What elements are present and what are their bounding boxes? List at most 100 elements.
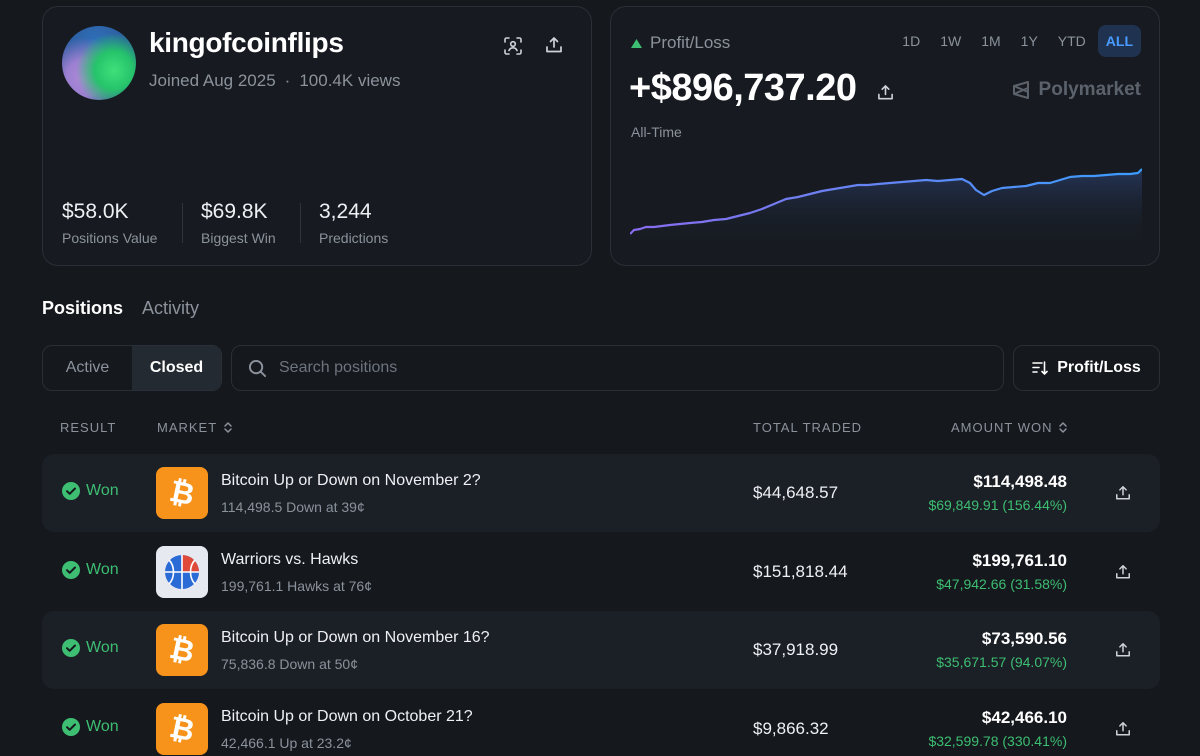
profit-gain: $35,671.57 (94.07%) — [936, 654, 1067, 670]
profit-gain: $47,942.66 (31.58%) — [936, 576, 1067, 592]
result-text: Won — [86, 482, 119, 499]
header-market[interactable]: MARKET — [157, 420, 233, 435]
amount-won: $114,498.48 — [973, 472, 1067, 491]
table-row[interactable]: Won ₿ Bitcoin Up or Down on November 16?… — [42, 611, 1160, 689]
stat-biggest-win: $69.8K Biggest Win — [201, 200, 276, 246]
period-label: All-Time — [631, 124, 682, 140]
range-all[interactable]: ALL — [1097, 25, 1141, 57]
pnl-chart-area — [630, 169, 1142, 247]
stat-positions-value: $58.0K Positions Value — [62, 200, 157, 246]
check-circle-icon — [62, 561, 80, 579]
range-ytd[interactable]: YTD — [1057, 33, 1086, 49]
sort-toggle-icon — [224, 422, 232, 433]
status-filter: Active Closed — [42, 345, 222, 391]
market-subtitle: 114,498.5 Down at 39¢ — [221, 499, 365, 515]
header-market-label: MARKET — [157, 420, 218, 435]
tab-activity[interactable]: Activity — [142, 298, 200, 318]
filter-active[interactable]: Active — [65, 359, 110, 376]
total-traded: $9,866.32 — [753, 719, 829, 738]
amount-won: $73,590.56 — [981, 629, 1067, 648]
table-row[interactable]: Won Warriors vs. Hawks 199,761.1 Hawks a… — [42, 533, 1160, 611]
scan-icon[interactable] — [502, 35, 524, 57]
market-subtitle: 42,466.1 Up at 23.2¢ — [221, 735, 352, 751]
pnl-chart-line — [630, 168, 1142, 235]
result-text: Won — [86, 718, 119, 735]
bitcoin-icon: ₿ — [156, 703, 208, 755]
pnl-card: Profit/Loss 1D 1W 1M 1Y YTD ALL +$896,73… — [610, 6, 1160, 266]
share-icon[interactable] — [1113, 719, 1133, 739]
polymarket-icon — [1012, 81, 1029, 99]
basketball-icon — [156, 546, 208, 598]
meta-separator: · — [284, 71, 291, 90]
stat-divider — [182, 203, 183, 243]
share-icon[interactable] — [1113, 483, 1133, 503]
profit-gain: $69,849.91 (156.44%) — [928, 497, 1067, 513]
market-subtitle: 199,761.1 Hawks at 76¢ — [221, 578, 372, 594]
stat-label: Positions Value — [62, 230, 158, 246]
share-icon[interactable] — [877, 68, 894, 111]
result-text: Won — [86, 639, 119, 656]
total-traded: $151,818.44 — [753, 562, 848, 581]
result-badge: Won — [62, 639, 119, 657]
username: kingofcoinflips — [149, 27, 344, 58]
svg-text:₿: ₿ — [167, 476, 197, 510]
range-1m[interactable]: 1M — [981, 33, 1001, 49]
header-amount-won-label: AMOUNT WON — [951, 420, 1053, 435]
market-title[interactable]: Bitcoin Up or Down on October 21? — [221, 708, 473, 725]
triangle-up-icon — [631, 38, 642, 48]
stat-value: 3,244 — [319, 200, 372, 223]
market-title[interactable]: Bitcoin Up or Down on November 16? — [221, 629, 490, 646]
bitcoin-icon: ₿ — [156, 624, 208, 676]
sort-label: Profit/Loss — [1057, 359, 1141, 376]
sort-button[interactable]: Profit/Loss — [1013, 345, 1160, 391]
stat-divider — [300, 203, 301, 243]
total-traded: $37,918.99 — [753, 640, 839, 659]
result-text: Won — [86, 561, 119, 578]
profit-gain: $32,599.78 (330.41%) — [928, 733, 1067, 749]
range-1d[interactable]: 1D — [902, 33, 921, 49]
table-row[interactable]: Won ₿ Bitcoin Up or Down on October 21? … — [42, 690, 1160, 756]
amount-won: $199,761.10 — [972, 551, 1067, 570]
market-subtitle: 75,836.8 Down at 50¢ — [221, 656, 358, 672]
stat-label: Biggest Win — [201, 230, 276, 246]
amount-won: $42,466.10 — [981, 708, 1067, 727]
market-title[interactable]: Warriors vs. Hawks — [221, 551, 359, 568]
result-badge: Won — [62, 482, 119, 500]
avatar[interactable] — [62, 26, 136, 100]
joined-date: Joined Aug 2025 — [149, 71, 276, 90]
stat-value: $69.8K — [201, 200, 268, 223]
tab-positions[interactable]: Positions — [42, 298, 124, 318]
pnl-label: Profit/Loss — [631, 33, 730, 53]
bitcoin-icon: ₿ — [156, 467, 208, 519]
table-row[interactable]: Won ₿ Bitcoin Up or Down on November 2? … — [42, 454, 1160, 532]
search-box — [231, 345, 1004, 391]
stat-predictions: 3,244 Predictions — [319, 200, 388, 246]
stat-label: Predictions — [319, 230, 389, 246]
polymarket-logo: Polymarket — [1011, 79, 1141, 101]
share-icon[interactable] — [1113, 640, 1133, 660]
result-badge: Won — [62, 561, 119, 579]
profile-card: kingofcoinflips Joined Aug 2025 · 100.4K v… — [42, 6, 592, 266]
range-1y[interactable]: 1Y — [1020, 33, 1038, 49]
filter-closed[interactable]: Closed — [132, 346, 221, 390]
market-title[interactable]: Bitcoin Up or Down on November 2? — [221, 472, 481, 489]
share-icon[interactable] — [543, 34, 565, 56]
total-traded: $44,648.57 — [753, 483, 839, 502]
range-1w[interactable]: 1W — [940, 33, 962, 49]
svg-text:₿: ₿ — [167, 712, 197, 746]
header-amount-won[interactable]: AMOUNT WON — [951, 420, 1068, 435]
check-circle-icon — [62, 482, 80, 500]
pnl-label-text: Profit/Loss — [650, 33, 731, 52]
search-icon — [248, 359, 267, 377]
sort-icon — [1032, 361, 1049, 376]
sort-toggle-icon — [1059, 422, 1068, 433]
svg-text:₿: ₿ — [167, 633, 197, 667]
check-circle-icon — [62, 718, 80, 736]
search-input[interactable] — [279, 359, 959, 377]
pnl-value: +$896,737.20 — [629, 67, 894, 111]
header-result: RESULT — [60, 420, 117, 435]
views-count: 100.4K views — [299, 71, 401, 90]
share-icon[interactable] — [1113, 562, 1133, 582]
profile-meta: Joined Aug 2025 · 100.4K views — [149, 71, 400, 91]
header-total-traded: TOTAL TRADED — [753, 420, 863, 435]
